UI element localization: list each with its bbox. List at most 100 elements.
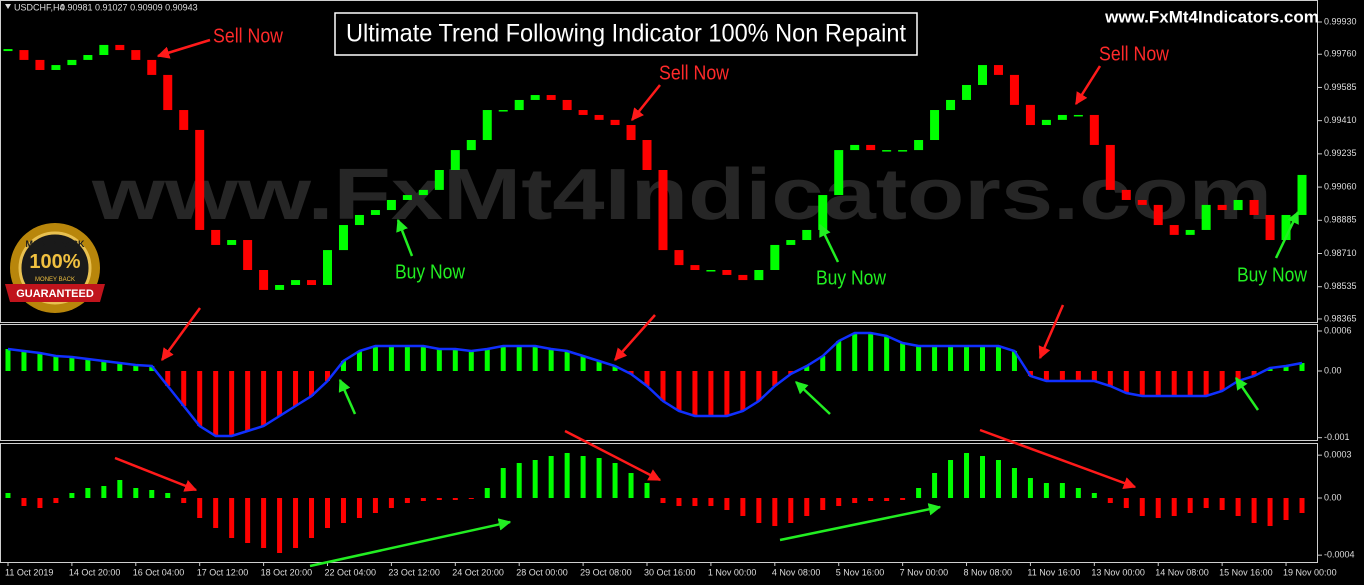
candle xyxy=(770,244,780,271)
x-tick-label: 18 Oct 20:00 xyxy=(261,567,313,577)
annotation: Sell Now xyxy=(659,62,729,84)
candle xyxy=(67,59,77,66)
histogram-bar xyxy=(1171,371,1177,396)
histogram-bar xyxy=(1043,371,1049,381)
histogram-bar xyxy=(1171,498,1177,516)
histogram-bar xyxy=(580,356,586,371)
histogram-bar xyxy=(548,349,554,371)
histogram-bar xyxy=(197,371,203,426)
candle xyxy=(51,65,61,70)
x-tick-label: 17 Oct 12:00 xyxy=(197,567,249,577)
histogram-bar xyxy=(724,498,730,510)
candle xyxy=(466,140,476,151)
symbol-icon xyxy=(5,4,11,9)
histogram-bar xyxy=(117,363,123,371)
histogram-bar xyxy=(388,498,394,508)
histogram-bar xyxy=(181,371,187,406)
candle xyxy=(530,95,540,100)
candle xyxy=(674,250,684,266)
histogram-bar xyxy=(740,498,746,516)
histogram-bar xyxy=(53,356,59,371)
y-tick-label: -0.0004 xyxy=(1324,550,1355,560)
candle xyxy=(978,65,987,85)
y-tick-label: 0.99760 xyxy=(1324,49,1357,59)
histogram-bar xyxy=(53,498,59,503)
histogram-bar xyxy=(340,361,346,371)
histogram-bar xyxy=(149,490,155,498)
arrow xyxy=(779,503,942,542)
histogram-bar xyxy=(868,333,874,371)
candle xyxy=(1201,204,1211,230)
histogram-bar xyxy=(1251,498,1257,523)
histogram-bar xyxy=(964,346,970,371)
histogram-bar xyxy=(101,361,107,371)
candle xyxy=(738,274,748,281)
histogram-bar xyxy=(356,351,362,371)
histogram-bar xyxy=(484,349,490,371)
y-tick-label: 0.99235 xyxy=(1324,148,1357,158)
arrows xyxy=(114,38,1300,568)
candle xyxy=(307,280,317,285)
histogram-bar xyxy=(1107,371,1113,386)
x-tick-label: 14 Nov 08:00 xyxy=(1155,567,1209,577)
oscillator-panel xyxy=(0,443,1318,563)
x-tick-label: 22 Oct 04:00 xyxy=(325,567,377,577)
y-tick-label: 0.00 xyxy=(1324,365,1342,375)
histogram-bar xyxy=(884,336,890,371)
candle xyxy=(993,65,1003,75)
histogram-bar xyxy=(1187,498,1193,513)
arrow xyxy=(1074,65,1102,106)
candle xyxy=(802,229,812,241)
y-tick-label: 0.99585 xyxy=(1324,82,1357,92)
x-tick-label: 11 Nov 16:00 xyxy=(1027,567,1080,577)
candle xyxy=(562,99,572,111)
candle xyxy=(1121,189,1131,200)
x-tick-label: 11 Oct 2019 xyxy=(5,567,53,577)
price-panel xyxy=(0,0,1318,323)
histogram-bar xyxy=(772,498,778,526)
histogram-bar xyxy=(452,349,458,371)
histogram-bar xyxy=(1283,366,1289,371)
badge-small: MONEY BACK xyxy=(35,277,75,283)
histogram-bar xyxy=(740,371,746,411)
candle xyxy=(850,144,860,151)
histogram-bar xyxy=(868,498,874,501)
candle xyxy=(642,140,652,170)
histogram-bar xyxy=(261,498,267,548)
histogram-bar xyxy=(197,498,203,518)
histogram-bar xyxy=(1091,493,1097,498)
candle xyxy=(1265,214,1275,241)
arrow xyxy=(818,223,840,263)
histogram-bar xyxy=(1267,368,1273,371)
y-tick-label: 0.98710 xyxy=(1324,248,1357,258)
histogram-bar xyxy=(516,463,522,498)
candle xyxy=(882,150,892,152)
candle xyxy=(1249,199,1259,215)
histogram-bar xyxy=(372,346,378,371)
histogram-bar xyxy=(995,460,1001,498)
arrow xyxy=(156,38,211,59)
candle xyxy=(578,110,588,115)
candle xyxy=(482,110,492,141)
candle xyxy=(898,150,908,152)
histogram-bar xyxy=(1267,498,1273,526)
y-tick-label: 0.00 xyxy=(1324,492,1342,502)
histogram-bar xyxy=(372,498,378,513)
x-tick-label: 28 Oct 00:00 xyxy=(516,567,568,577)
histogram-bar xyxy=(1219,498,1225,510)
histogram-bar xyxy=(1203,498,1209,508)
histogram-bar xyxy=(660,498,666,503)
histogram-bar xyxy=(436,349,442,371)
histogram-bar xyxy=(85,488,91,498)
histogram-bar xyxy=(900,498,906,500)
histogram-bar xyxy=(309,371,315,396)
arrow xyxy=(979,428,1137,489)
candle xyxy=(914,140,924,151)
histogram-bar xyxy=(836,498,842,506)
candle xyxy=(946,99,956,111)
histogram-bar xyxy=(852,333,858,371)
candle xyxy=(610,119,620,126)
arrow xyxy=(564,429,662,482)
y-tick-label: 0.99410 xyxy=(1324,115,1357,125)
